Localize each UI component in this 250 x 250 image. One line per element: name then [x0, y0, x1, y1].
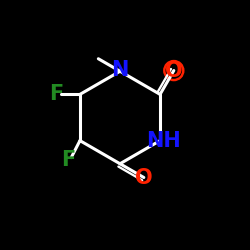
Text: F: F — [49, 84, 63, 104]
Text: O: O — [165, 60, 182, 80]
Text: O: O — [135, 168, 153, 188]
Text: F: F — [62, 150, 76, 170]
Text: N: N — [111, 60, 129, 80]
Text: NH: NH — [146, 130, 181, 150]
